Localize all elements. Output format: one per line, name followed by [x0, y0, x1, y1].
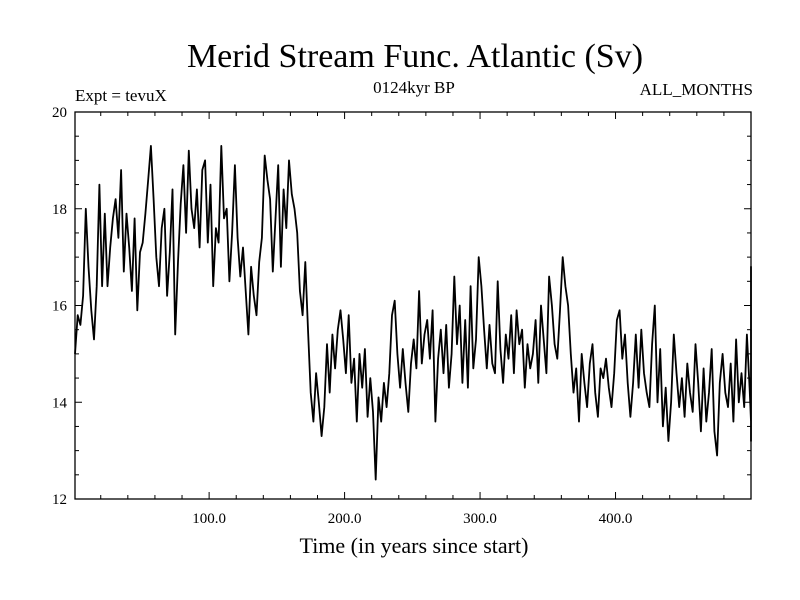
x-tick-label: 300.0	[463, 511, 497, 527]
y-tick-label: 18	[52, 202, 67, 218]
y-tick-label: 20	[52, 105, 67, 121]
months-label: ALL_MONTHS	[640, 80, 753, 99]
series-line	[74, 145, 752, 481]
y-tick-label: 14	[52, 395, 68, 411]
y-tick-label: 12	[52, 492, 67, 508]
y-tick-label: 16	[52, 299, 68, 315]
y-axis: 12 14 16 18 20	[52, 105, 751, 508]
x-tick-label: 100.0	[192, 511, 226, 527]
experiment-label: Expt = tevuX	[75, 86, 167, 105]
period-label: 0124kyr BP	[373, 78, 455, 97]
x-axis-label: Time (in years since start)	[300, 533, 529, 558]
x-axis: 100.0 200.0 300.0 400.0	[100, 112, 725, 527]
x-tick-label: 200.0	[328, 511, 362, 527]
x-tick-label: 400.0	[599, 511, 633, 527]
chart-title: Merid Stream Func. Atlantic (Sv)	[187, 38, 643, 75]
